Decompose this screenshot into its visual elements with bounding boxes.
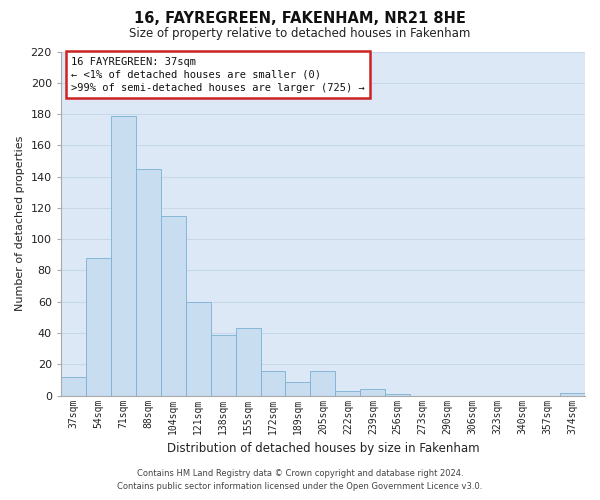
Bar (260, 370, 286, 396)
Bar (385, 394, 410, 396)
Text: 16, FAYREGREEN, FAKENHAM, NR21 8HE: 16, FAYREGREEN, FAKENHAM, NR21 8HE (134, 11, 466, 26)
Bar (161, 216, 185, 396)
Text: 16 FAYREGREEN: 37sqm
← <1% of detached houses are smaller (0)
>99% of semi-detac: 16 FAYREGREEN: 37sqm ← <1% of detached h… (71, 56, 365, 93)
Bar (560, 392, 585, 396)
Bar (286, 382, 310, 396)
Bar (61, 377, 86, 396)
Bar (86, 258, 111, 396)
Bar (335, 391, 361, 396)
Y-axis label: Number of detached properties: Number of detached properties (15, 136, 25, 312)
Bar (211, 334, 236, 396)
Bar (111, 116, 136, 396)
Bar (236, 328, 260, 396)
Text: Contains HM Land Registry data © Crown copyright and database right 2024.
Contai: Contains HM Land Registry data © Crown c… (118, 469, 482, 491)
Text: Size of property relative to detached houses in Fakenham: Size of property relative to detached ho… (130, 27, 470, 40)
Bar (185, 302, 211, 396)
Bar (361, 390, 385, 396)
Bar (310, 370, 335, 396)
Bar (136, 169, 161, 396)
X-axis label: Distribution of detached houses by size in Fakenham: Distribution of detached houses by size … (167, 442, 479, 455)
